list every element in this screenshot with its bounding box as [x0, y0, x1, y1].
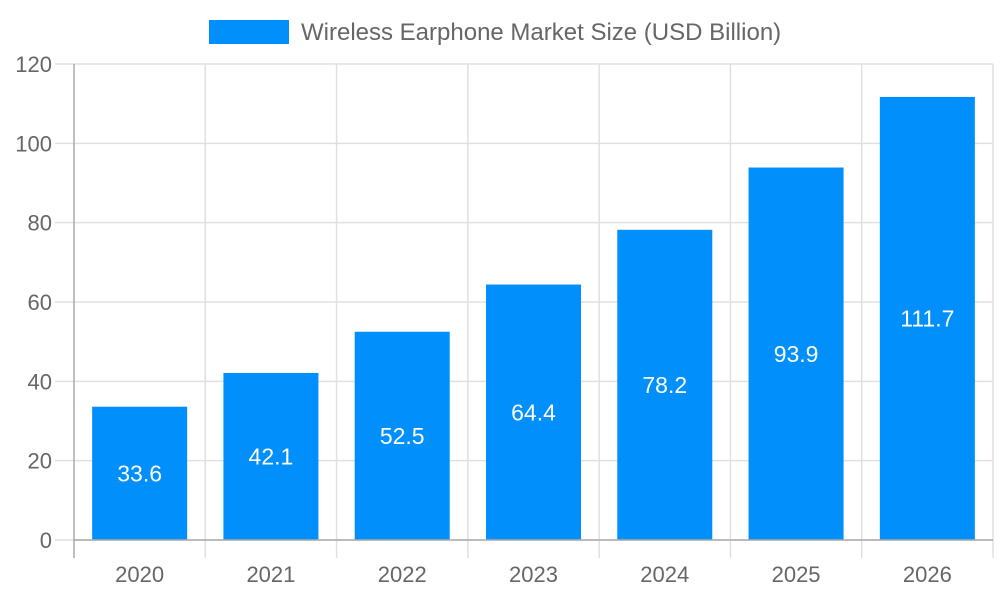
x-tick-label: 2021 [246, 562, 295, 587]
x-tick-label: 2020 [115, 562, 164, 587]
y-tick-label: 100 [15, 131, 52, 156]
y-tick-label: 20 [28, 449, 52, 474]
x-tick-label: 2024 [640, 562, 689, 587]
legend-label: Wireless Earphone Market Size (USD Billi… [301, 19, 781, 46]
x-tick-label: 2023 [509, 562, 558, 587]
y-tick-label: 120 [15, 52, 52, 77]
data-label: 42.1 [249, 444, 294, 470]
bar-2026 [879, 96, 975, 540]
y-tick-label: 0 [40, 528, 52, 553]
data-label: 111.7 [900, 305, 954, 331]
legend[interactable]: Wireless Earphone Market Size (USD Billi… [209, 19, 781, 46]
x-tick-label: 2022 [378, 562, 427, 587]
bar-2022 [354, 331, 450, 540]
y-tick-label: 40 [28, 369, 52, 394]
legend-swatch [209, 20, 289, 44]
bar-2021 [223, 373, 319, 540]
bar-2020 [92, 406, 188, 540]
data-label: 78.2 [642, 372, 687, 398]
data-label: 64.4 [511, 399, 556, 425]
y-tick-label: 60 [28, 290, 52, 315]
bar-2025 [748, 167, 844, 540]
x-tick-label: 2026 [903, 562, 952, 587]
bar-2024 [617, 229, 713, 540]
y-tick-label: 80 [28, 211, 52, 236]
data-label: 33.6 [117, 460, 162, 486]
bar-2023 [486, 284, 581, 540]
x-tick-label: 2025 [772, 562, 821, 587]
data-label: 93.9 [774, 341, 819, 367]
data-label: 52.5 [380, 423, 425, 449]
